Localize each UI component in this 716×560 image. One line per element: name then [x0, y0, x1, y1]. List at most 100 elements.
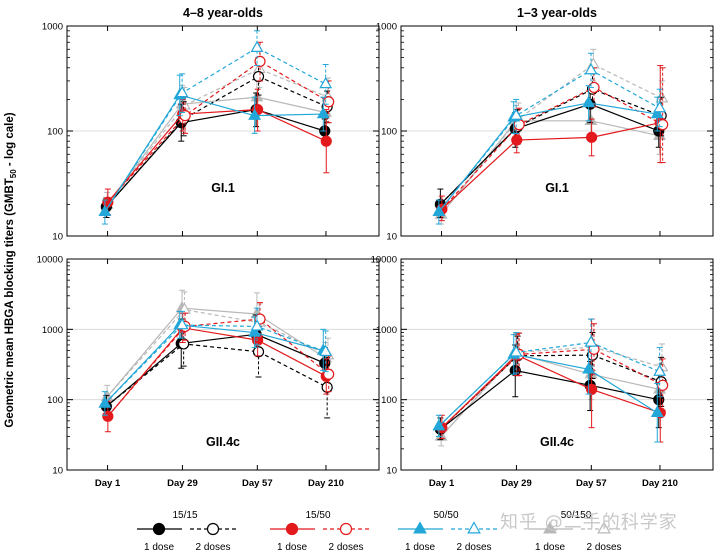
x-tick-label: Day 1	[95, 478, 121, 489]
legend-marker-circle	[206, 522, 220, 536]
data-point-triangle	[650, 405, 664, 418]
chart-panel: 10 100 1000 4–8 year-olds GI.1	[42, 6, 380, 243]
series-50-50-1-dose	[98, 310, 330, 416]
y-tick-label: 10	[52, 232, 63, 243]
y-tick-label: 10000	[371, 255, 397, 266]
series-50-150-1-dose	[100, 77, 332, 219]
legend-marker-circle	[339, 522, 353, 536]
series-15-50-1-dose	[436, 65, 666, 222]
series-50-150-1-dose	[434, 332, 666, 447]
legend-2-doses-label: 2 doses	[195, 542, 230, 553]
series-line	[106, 96, 326, 205]
series-line	[104, 47, 326, 213]
data-point-circle	[254, 55, 266, 68]
data-point-triangle	[98, 396, 112, 408]
series-line	[105, 343, 328, 407]
series-15-50-1-dose	[102, 312, 332, 433]
data-point-triangle	[509, 108, 523, 120]
series-line	[438, 341, 660, 427]
data-point-triangle	[319, 344, 333, 356]
series-line	[106, 68, 329, 205]
y-tick-label: 10000	[37, 255, 63, 266]
legend-marker-circle	[152, 522, 166, 536]
y-tick-label: 1000	[42, 325, 63, 336]
series-line	[104, 324, 326, 404]
data-point-triangle	[250, 40, 264, 52]
data-point-triangle	[175, 85, 189, 98]
chart-panel: 10 100 1000 10000 Day 1 Day 29 Day 57 Day 210 GI…	[37, 255, 380, 489]
y-tick-label: 10	[386, 466, 397, 477]
series-50-150-2-doses	[440, 323, 669, 437]
x-tick-label: Day 57	[576, 478, 607, 489]
data-point-triangle	[316, 106, 330, 119]
data-point-circle	[319, 357, 331, 369]
data-point-triangle	[584, 62, 598, 75]
series-line	[107, 327, 327, 417]
data-point-triangle	[250, 319, 264, 331]
legend-1-dose-label: 1 dose	[277, 542, 307, 553]
series-50-50-2-doses	[104, 307, 333, 404]
plot-frame	[66, 258, 380, 471]
legend-2-doses-label: 2 doses	[586, 542, 621, 553]
y-tick-label: 100	[381, 127, 397, 138]
x-tick-label: Day 210	[308, 478, 344, 489]
series-line	[107, 318, 330, 417]
series-15-50-1-dose	[436, 318, 666, 443]
series-50-50-1-dose	[98, 74, 330, 225]
series-15-15-2-doses	[439, 332, 667, 430]
series-line	[105, 75, 328, 208]
data-point-triangle	[653, 100, 667, 113]
chart-panel: 10 100 1000 10000 Day 1 Day 29 Day 57 Day 210 GI…	[371, 255, 714, 489]
legend-2-doses-label: 2 doses	[456, 542, 491, 553]
legend-marker-triangle	[597, 521, 611, 534]
x-tick-label: Day 57	[242, 478, 273, 489]
panel-label: GII.4c	[540, 435, 574, 449]
legend-marker-circle	[285, 522, 299, 536]
y-tick-label: 1000	[376, 22, 397, 33]
x-tick-label: Day 1	[429, 478, 455, 489]
y-axis-label: Geometric mean HBGA blocking titers (GMB…	[4, 112, 18, 427]
data-point-circle	[252, 70, 265, 83]
panel-title: 4–8 year-olds	[183, 6, 263, 20]
series-15-50-1-dose	[102, 88, 332, 216]
series-15-15-1-dose	[100, 314, 331, 419]
panel-label: GI.1	[545, 181, 569, 195]
series-15-15-2-doses	[105, 320, 333, 419]
data-point-triangle	[653, 364, 667, 376]
legend-1-dose-label: 1 dose	[535, 542, 565, 553]
legend-marker-triangle	[467, 521, 481, 534]
legend-marker-triangle	[543, 521, 557, 534]
series-50-150-1-dose	[434, 102, 666, 225]
y-tick-label: 1000	[42, 22, 63, 33]
panel-label: GII.4c	[206, 435, 240, 449]
y-tick-label: 100	[381, 395, 397, 406]
legend-group-label: 15/50	[305, 510, 330, 521]
series-line	[440, 353, 660, 437]
series-50-50-2-doses	[438, 52, 667, 213]
data-point-triangle	[432, 204, 446, 217]
data-point-triangle	[509, 345, 523, 357]
x-tick-label: Day 29	[167, 478, 198, 489]
legend-group-label: 15/15	[172, 510, 197, 521]
series-line	[107, 60, 329, 203]
data-point-triangle	[584, 335, 598, 347]
legend-1-dose-label: 1 dose	[405, 542, 435, 553]
legend-group: 50/50 1 dose 2 doses	[398, 510, 498, 553]
series-line	[441, 86, 663, 210]
data-point-triangle	[98, 204, 112, 217]
data-point-circle	[320, 135, 332, 147]
legend-1-dose-label: 1 dose	[144, 542, 174, 553]
data-point-circle	[178, 338, 190, 350]
y-tick-label: 100	[47, 127, 63, 138]
panel-title: 1–3 year-olds	[517, 6, 597, 20]
y-tick-label: 1000	[376, 325, 397, 336]
y-tick-label: 10	[52, 466, 63, 477]
x-tick-label: Day 210	[642, 478, 678, 489]
series-line	[439, 354, 662, 430]
chart-panels: 10 100 1000 4–8 year-olds GI.1 10 100 1000 1–3 y…	[37, 6, 714, 489]
series-50-50-2-doses	[104, 30, 333, 213]
series-line	[438, 353, 658, 427]
plot-frame	[400, 258, 714, 471]
data-point-circle	[252, 346, 265, 358]
